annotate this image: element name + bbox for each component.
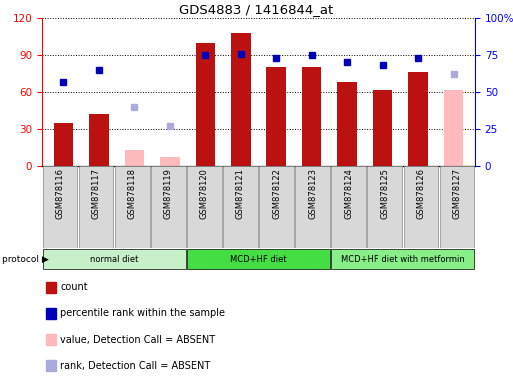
Text: GSM878126: GSM878126	[417, 169, 425, 220]
Bar	[151, 166, 186, 248]
Text: GSM878121: GSM878121	[236, 169, 245, 219]
Bar	[338, 82, 357, 166]
Bar	[404, 166, 438, 248]
Bar	[125, 150, 144, 166]
Text: GSM878124: GSM878124	[344, 169, 353, 219]
Bar	[440, 166, 475, 248]
Bar	[187, 249, 330, 269]
Bar	[259, 166, 294, 248]
Bar	[43, 249, 186, 269]
Bar	[43, 166, 77, 248]
Text: GSM878119: GSM878119	[164, 169, 173, 219]
Bar	[231, 33, 250, 166]
Bar	[408, 72, 428, 166]
Bar	[195, 43, 215, 166]
Text: GSM878117: GSM878117	[92, 169, 101, 220]
Bar	[266, 67, 286, 166]
Text: GSM878127: GSM878127	[452, 169, 462, 220]
Bar	[46, 334, 56, 345]
Bar	[373, 89, 392, 166]
Bar	[46, 281, 56, 293]
Text: MCD+HF diet: MCD+HF diet	[230, 255, 287, 263]
Bar	[331, 166, 366, 248]
Bar	[46, 360, 56, 371]
Text: protocol ▶: protocol ▶	[2, 255, 49, 263]
Text: GSM878118: GSM878118	[128, 169, 136, 220]
Text: GSM878120: GSM878120	[200, 169, 209, 219]
Bar	[302, 67, 322, 166]
Bar	[79, 166, 113, 248]
Text: GSM878116: GSM878116	[55, 169, 65, 220]
Text: GSM878125: GSM878125	[380, 169, 389, 219]
Bar	[295, 166, 330, 248]
Text: GDS4883 / 1416844_at: GDS4883 / 1416844_at	[180, 3, 333, 16]
Text: value, Detection Call = ABSENT: value, Detection Call = ABSENT	[60, 334, 215, 344]
Text: count: count	[60, 282, 88, 292]
Bar	[115, 166, 149, 248]
Bar	[160, 157, 180, 166]
Text: rank, Detection Call = ABSENT: rank, Detection Call = ABSENT	[60, 361, 210, 371]
Bar	[53, 123, 73, 166]
Text: percentile rank within the sample: percentile rank within the sample	[60, 308, 225, 318]
Bar	[331, 249, 475, 269]
Text: MCD+HF diet with metformin: MCD+HF diet with metformin	[341, 255, 465, 263]
Text: GSM878122: GSM878122	[272, 169, 281, 219]
Bar	[89, 114, 109, 166]
Bar	[46, 308, 56, 319]
Bar	[223, 166, 258, 248]
Bar	[187, 166, 222, 248]
Bar	[367, 166, 402, 248]
Bar	[444, 89, 463, 166]
Text: normal diet: normal diet	[90, 255, 139, 263]
Text: GSM878123: GSM878123	[308, 169, 317, 220]
